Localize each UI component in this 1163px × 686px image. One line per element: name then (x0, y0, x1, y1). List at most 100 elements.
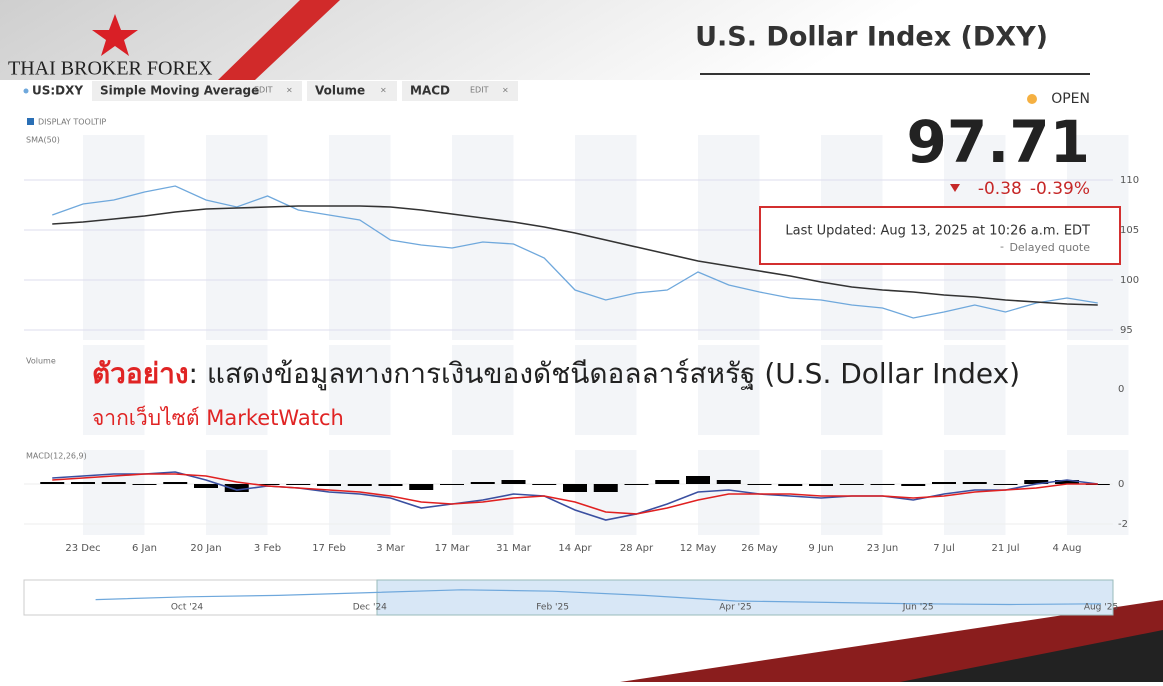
histogram-bar (686, 476, 710, 484)
x-tick-label: 9 Jun (808, 543, 833, 554)
histogram-bar (655, 480, 680, 484)
dash: - (1000, 240, 1004, 253)
tooltip-toggle[interactable]: DISPLAY TOOLTIP (38, 118, 106, 127)
histogram-bar (962, 482, 987, 484)
x-tick-label: 31 Mar (496, 543, 532, 554)
histogram-bar (440, 484, 464, 485)
histogram-bar (993, 484, 1018, 485)
last-updated: Last Updated: Aug 13, 2025 at 10:26 a.m.… (785, 224, 1090, 239)
stripe (575, 345, 637, 435)
brand: THAI BROKER FOREX (8, 58, 213, 80)
checkbox[interactable] (27, 118, 34, 125)
close[interactable]: × (286, 86, 293, 95)
dark-wedge (900, 630, 1163, 682)
navigator-line (95, 589, 1102, 606)
volume-caption: Volume (26, 357, 56, 366)
star-logo (92, 14, 138, 56)
navigator-selection (376, 579, 1114, 616)
histogram-bar (1024, 480, 1049, 484)
caption-bold: ตัวอย่าง (92, 357, 189, 390)
y-tick-label: 100 (1120, 275, 1139, 286)
histogram-bar (71, 482, 95, 484)
stripe (83, 450, 145, 535)
stripe (329, 135, 391, 340)
caption-text: : แสดงข้อมูลทางการเงินของดัชนีดอลลาร์สหร… (189, 357, 1021, 391)
caption-source: จากเว็บไซต์ MarketWatch (92, 404, 344, 430)
stripe (1067, 450, 1129, 535)
x-tick-label: 3 Mar (376, 543, 405, 554)
histogram-bar (194, 484, 218, 488)
volume-button[interactable] (307, 81, 397, 101)
change-pct: -0.39% (1030, 179, 1090, 199)
x-tick-label: 6 Jan (132, 543, 157, 554)
x-tick-label: 23 Dec (65, 543, 100, 554)
histogram-bar (624, 484, 649, 485)
histogram-bar (593, 484, 618, 492)
y-tick-label: -2 (1118, 519, 1128, 530)
histogram-bar (255, 484, 280, 485)
stripe (821, 345, 883, 435)
sma-button[interactable] (92, 81, 302, 101)
x-tick-label: 7 Jul (933, 543, 955, 554)
stripe (452, 450, 514, 535)
symbol-dot (23, 88, 29, 94)
stripe (206, 450, 268, 535)
stripe (83, 135, 145, 340)
histogram-bar (839, 484, 864, 485)
histogram-bar (378, 484, 403, 486)
x-tick-label: 28 Apr (620, 543, 654, 554)
stripe (452, 135, 514, 340)
histogram-bar (470, 482, 495, 484)
panel (0, 80, 1120, 620)
histogram-bar (901, 484, 926, 486)
navigator-label: Dec '24 (353, 603, 387, 613)
sun-icon (1027, 94, 1037, 104)
close[interactable]: × (380, 86, 387, 95)
symbol[interactable]: US:DXY (32, 84, 83, 98)
histogram-bar (501, 480, 526, 484)
histogram-bar (716, 480, 741, 484)
histogram-bar (101, 482, 126, 484)
histogram-bar (163, 482, 188, 484)
change-abs: -0.38 (978, 179, 1022, 199)
x-tick-label: 17 Feb (312, 543, 346, 554)
stripe (698, 345, 760, 435)
sma-label: Simple Moving Average (100, 84, 259, 98)
stripe (329, 345, 391, 435)
stripe (83, 345, 145, 435)
x-tick-label: 17 Mar (435, 543, 471, 554)
navigator-label: Feb '25 (536, 603, 569, 613)
stripe (821, 450, 883, 535)
histogram-bar (932, 482, 956, 484)
y-tick-label: 105 (1120, 225, 1139, 236)
volume-label: Volume (315, 84, 365, 98)
sma-caption: SMA(50) (26, 136, 60, 145)
histogram-bar (224, 484, 249, 492)
x-tick-label: 14 Apr (558, 543, 592, 554)
stripe (944, 345, 1006, 435)
y-tick-label: 0 (1118, 479, 1124, 490)
histogram-bar (778, 484, 803, 486)
navigator-label: Oct '24 (171, 603, 204, 613)
macd-label: MACD (410, 84, 450, 98)
stripe (452, 345, 514, 435)
price-line (52, 185, 1098, 319)
edit[interactable]: EDIT (470, 86, 489, 95)
x-tick-label: 12 May (680, 543, 717, 554)
histogram-bar (809, 484, 833, 486)
price: 97.71 (907, 108, 1090, 176)
stripe (206, 345, 268, 435)
y-tick-label: 110 (1120, 175, 1139, 186)
navigator-label: Apr '25 (719, 603, 751, 613)
caption: ตัวอย่าง: แสดงข้อมูลทางการเงินของดัชนีดอ… (92, 357, 1020, 391)
x-tick-label: 26 May (741, 543, 778, 554)
histogram-bar (1055, 480, 1079, 484)
macd-button[interactable] (402, 81, 518, 101)
close[interactable]: × (502, 86, 509, 95)
edit[interactable]: EDIT (254, 86, 273, 95)
stripe (575, 450, 637, 535)
histogram-bar (409, 484, 434, 490)
x-tick-label: 20 Jan (190, 543, 221, 554)
stripe (575, 135, 637, 340)
